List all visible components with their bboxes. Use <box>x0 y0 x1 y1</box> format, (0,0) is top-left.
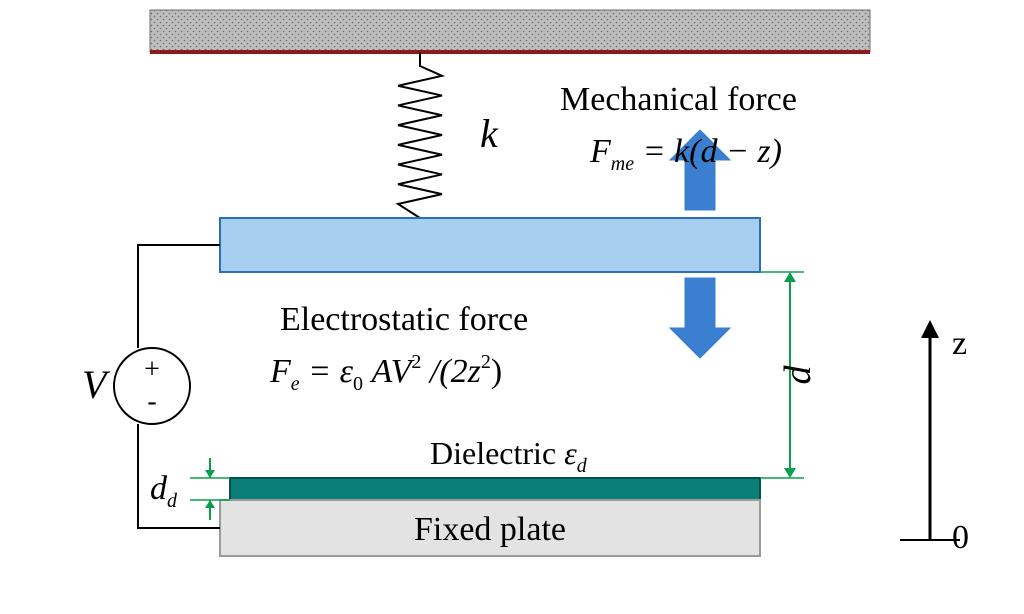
label-mechanical-title: Mechanical force <box>560 81 797 118</box>
label-d: d <box>777 365 819 385</box>
dielectric-layer <box>230 478 760 500</box>
label-k: k <box>480 111 499 156</box>
label-z: z <box>952 325 967 362</box>
source-plus: + <box>144 354 160 385</box>
label-fixed-plate: Fixed plate <box>414 511 566 548</box>
electrostatic-force-arrow <box>670 278 730 358</box>
label-dd: dd <box>150 470 178 512</box>
movable-plate <box>220 218 760 272</box>
label-zero: 0 <box>952 519 969 556</box>
label-electrostatic-formula: Fe = ε0 AV2 /(2z2) <box>269 351 502 395</box>
spring <box>398 52 442 218</box>
dim-dd-top-head <box>205 470 215 478</box>
dim-dd-bot-head <box>205 500 215 508</box>
z-axis-head <box>921 320 939 338</box>
label-electrostatic-title: Electrostatic force <box>280 301 528 338</box>
source-minus: - <box>147 386 156 417</box>
label-mechanical-formula: Fme = k(d − z) <box>589 133 782 175</box>
dim-d-head-bot <box>784 468 796 478</box>
ceiling-hatch <box>150 10 870 52</box>
wire-top <box>138 245 220 348</box>
label-V: V <box>82 362 111 407</box>
dim-d-head-top <box>784 272 796 282</box>
label-dielectric: Dielectric εd <box>430 435 588 477</box>
